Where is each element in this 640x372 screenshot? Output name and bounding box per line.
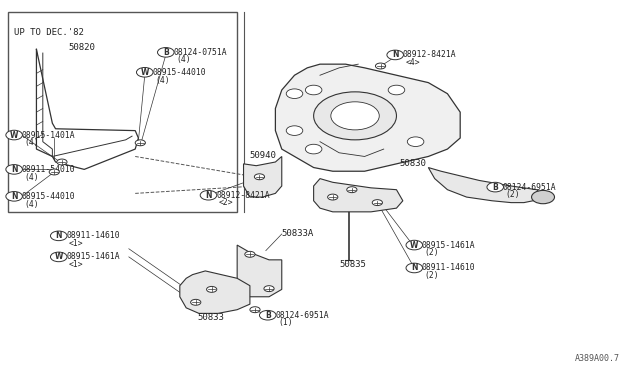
Circle shape: [305, 85, 322, 95]
Circle shape: [331, 102, 380, 130]
Text: N: N: [56, 231, 62, 240]
Polygon shape: [244, 157, 282, 197]
Polygon shape: [237, 245, 282, 297]
Circle shape: [6, 192, 22, 201]
Circle shape: [305, 144, 322, 154]
Circle shape: [200, 190, 217, 200]
Polygon shape: [275, 64, 460, 171]
Text: (4): (4): [176, 55, 191, 64]
Text: 08124-0751A: 08124-0751A: [173, 48, 227, 57]
Circle shape: [286, 89, 303, 99]
Circle shape: [387, 50, 403, 60]
Circle shape: [259, 310, 276, 320]
Text: N: N: [11, 192, 17, 201]
Text: W: W: [54, 252, 63, 262]
Circle shape: [532, 190, 554, 204]
Text: (2): (2): [506, 190, 520, 199]
Circle shape: [6, 164, 22, 174]
Text: UP TO DEC.'82: UP TO DEC.'82: [14, 28, 84, 37]
Text: N: N: [392, 51, 399, 60]
Text: 08915-44010: 08915-44010: [22, 192, 76, 201]
Circle shape: [245, 251, 255, 257]
Text: N: N: [205, 191, 212, 200]
Text: 08912-8421A: 08912-8421A: [216, 191, 269, 200]
Text: <1>: <1>: [69, 260, 84, 269]
Text: 50833: 50833: [198, 313, 225, 322]
Text: W: W: [410, 241, 419, 250]
Circle shape: [6, 130, 22, 140]
Text: B: B: [163, 48, 169, 57]
Text: 08915-44010: 08915-44010: [152, 68, 206, 77]
Circle shape: [328, 194, 338, 200]
Circle shape: [376, 63, 386, 69]
Text: N: N: [11, 165, 17, 174]
Text: 50830: 50830: [399, 159, 426, 169]
Circle shape: [264, 286, 274, 292]
Circle shape: [254, 174, 264, 180]
FancyBboxPatch shape: [8, 13, 237, 212]
Text: 08912-8421A: 08912-8421A: [403, 51, 456, 60]
Text: <2>: <2>: [219, 199, 234, 208]
Circle shape: [51, 252, 67, 262]
Text: (4): (4): [155, 76, 170, 84]
Polygon shape: [180, 271, 250, 313]
Text: <4>: <4>: [405, 58, 420, 67]
Circle shape: [406, 240, 422, 250]
Text: (4): (4): [24, 173, 39, 182]
Text: 08124-6951A: 08124-6951A: [503, 183, 557, 192]
Text: (2): (2): [424, 248, 439, 257]
Text: B: B: [265, 311, 271, 320]
Circle shape: [388, 85, 404, 95]
Text: 50833A: 50833A: [282, 230, 314, 238]
Text: 08124-6951A: 08124-6951A: [275, 311, 329, 320]
Circle shape: [347, 187, 357, 193]
Text: 08911-14610: 08911-14610: [67, 231, 120, 240]
Circle shape: [136, 67, 153, 77]
Text: 08915-1461A: 08915-1461A: [67, 252, 120, 262]
Circle shape: [286, 126, 303, 135]
Circle shape: [407, 137, 424, 147]
Circle shape: [314, 92, 396, 140]
Circle shape: [207, 286, 217, 292]
Text: W: W: [141, 68, 149, 77]
Text: 08915-1461A: 08915-1461A: [422, 241, 476, 250]
Circle shape: [372, 200, 383, 206]
Text: (1): (1): [278, 318, 292, 327]
Circle shape: [51, 231, 67, 241]
Circle shape: [157, 48, 174, 57]
Text: A389A00.7: A389A00.7: [575, 354, 620, 363]
Text: 50835: 50835: [339, 260, 366, 269]
Polygon shape: [428, 167, 543, 203]
Text: 08915-1401A: 08915-1401A: [22, 131, 76, 140]
Text: 08911-14610: 08911-14610: [422, 263, 476, 272]
Text: N: N: [411, 263, 417, 272]
Circle shape: [57, 159, 67, 165]
Text: W: W: [10, 131, 19, 140]
Circle shape: [487, 182, 504, 192]
Text: B: B: [492, 183, 498, 192]
Circle shape: [191, 299, 201, 305]
Circle shape: [135, 140, 145, 146]
Text: (4): (4): [24, 200, 39, 209]
Text: <1>: <1>: [69, 239, 84, 248]
Text: (2): (2): [424, 271, 439, 280]
Text: (4): (4): [24, 138, 39, 147]
Polygon shape: [314, 179, 403, 212]
Text: 50820: 50820: [68, 43, 95, 52]
Circle shape: [49, 169, 60, 175]
Circle shape: [250, 307, 260, 312]
Text: 08911-54010: 08911-54010: [22, 165, 76, 174]
Text: 50940: 50940: [250, 151, 276, 160]
Circle shape: [406, 263, 422, 273]
